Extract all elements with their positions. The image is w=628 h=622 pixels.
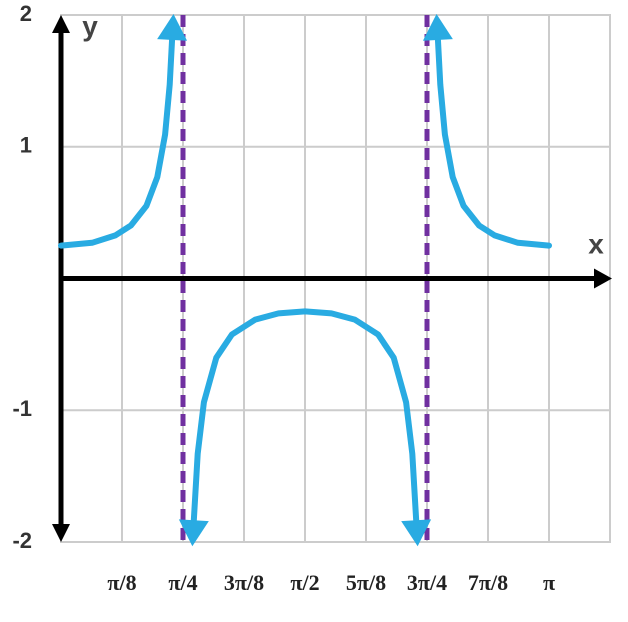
x-tick-label: 3π/4 — [407, 570, 447, 595]
curve — [58, 22, 552, 538]
y-tick-label: -2 — [12, 528, 32, 553]
x-tick-label: π/8 — [107, 570, 136, 595]
x-axis-label: x — [588, 228, 604, 259]
y-axis-label: y — [82, 10, 98, 41]
x-tick-label: π/4 — [168, 570, 197, 595]
y-tick-label: 2 — [20, 1, 32, 26]
y-tick-label: -1 — [12, 396, 32, 421]
y-axis-arrow — [52, 524, 70, 542]
curve-arrow — [401, 519, 432, 547]
x-tick-label: 5π/8 — [346, 570, 386, 595]
x-tick-label: π — [543, 570, 555, 595]
y-axis-arrow — [52, 15, 70, 33]
x-tick-label: 7π/8 — [468, 570, 508, 595]
x-axis-arrow — [594, 268, 612, 289]
curve-arrow — [157, 13, 188, 41]
curve-arrow — [178, 519, 209, 547]
x-tick-label: 3π/8 — [224, 570, 264, 595]
curve-arrow — [422, 13, 453, 41]
y-tick-label: 1 — [20, 133, 32, 158]
x-tick-label: π/2 — [290, 570, 319, 595]
